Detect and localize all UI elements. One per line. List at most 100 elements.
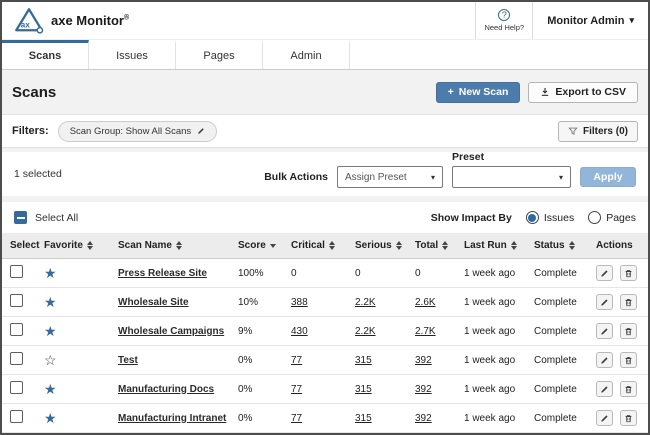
scan-name-link[interactable]: Wholesale Site — [118, 296, 189, 308]
score-value: 0% — [238, 383, 253, 395]
col-score[interactable]: Score — [238, 240, 291, 251]
tab-admin[interactable]: Admin — [263, 40, 350, 69]
edit-scan-button[interactable] — [596, 294, 613, 310]
favorite-star-icon[interactable]: ★ — [44, 409, 57, 426]
axe-logo-icon: ax — [15, 8, 44, 34]
score-value: 100% — [238, 267, 264, 279]
indeterminate-checkbox-icon — [14, 211, 27, 224]
col-serious[interactable]: Serious — [355, 240, 415, 251]
col-last-run[interactable]: Last Run — [464, 240, 534, 251]
edit-scan-button[interactable] — [596, 323, 613, 339]
need-help-label: Need Help? — [484, 23, 525, 32]
tab-pages[interactable]: Pages — [176, 40, 263, 69]
scan-group-filter-chip[interactable]: Scan Group: Show All Scans — [57, 120, 218, 142]
favorite-star-icon[interactable]: ☆ — [44, 351, 57, 368]
col-status[interactable]: Status — [534, 240, 596, 251]
delete-scan-button[interactable] — [620, 381, 637, 397]
score-value: 9% — [238, 325, 253, 337]
new-scan-button[interactable]: + New Scan — [435, 81, 521, 103]
preset-select[interactable]: ▾ — [452, 166, 571, 188]
total-count[interactable]: 2.6K — [415, 296, 436, 308]
sort-icon — [86, 241, 93, 250]
filters-button[interactable]: Filters (0) — [557, 120, 638, 142]
favorite-star-icon[interactable]: ★ — [44, 293, 57, 310]
registered-trademark: ® — [123, 14, 130, 22]
serious-count[interactable]: 315 — [355, 412, 372, 424]
select-all-checkbox[interactable]: Select All — [14, 211, 78, 224]
main-tabs: Scans Issues Pages Admin — [2, 40, 648, 70]
row-checkbox[interactable] — [10, 294, 23, 307]
user-menu-label: Monitor Admin — [547, 14, 625, 27]
scan-name-link[interactable]: Press Release Site — [118, 267, 207, 279]
filters-label: Filters: — [12, 125, 49, 137]
critical-count[interactable]: 388 — [291, 296, 308, 308]
impact-pages-radio[interactable]: Pages — [588, 211, 636, 224]
download-icon — [542, 88, 549, 96]
last-run-value: 1 week ago — [464, 296, 516, 308]
row-checkbox[interactable] — [10, 352, 23, 365]
pencil-icon — [601, 327, 608, 335]
scan-name-link[interactable]: Manufacturing Docs — [118, 383, 215, 395]
apply-button[interactable]: Apply — [580, 167, 636, 187]
critical-count[interactable]: 77 — [291, 412, 303, 424]
help-icon: ? — [498, 9, 511, 21]
favorite-star-icon[interactable]: ★ — [44, 322, 57, 339]
delete-scan-button[interactable] — [620, 294, 637, 310]
col-favorite[interactable]: Favorite — [44, 240, 118, 251]
last-run-value: 1 week ago — [464, 412, 516, 424]
row-checkbox[interactable] — [10, 381, 23, 394]
tab-issues[interactable]: Issues — [89, 40, 176, 69]
total-count[interactable]: 2.7K — [415, 325, 436, 337]
scan-name-link[interactable]: Test — [118, 354, 138, 366]
serious-count[interactable]: 2.2K — [355, 296, 376, 308]
favorite-star-icon[interactable]: ★ — [44, 380, 57, 397]
critical-count[interactable]: 77 — [291, 354, 303, 366]
sort-icon — [510, 241, 517, 250]
col-scan-name[interactable]: Scan Name — [118, 240, 238, 251]
delete-scan-button[interactable] — [620, 323, 637, 339]
status-value: Complete — [534, 412, 577, 424]
bulk-action-select[interactable]: Assign Preset ▾ — [337, 166, 443, 188]
table-header-row: Select Favorite Scan Name Score Critical… — [2, 233, 648, 259]
impact-issues-radio[interactable]: Issues — [525, 211, 574, 224]
tab-scans[interactable]: Scans — [2, 40, 89, 69]
table-row: ☆ Test 0% 77 315 392 1 week ago Complete — [2, 346, 648, 375]
export-csv-button[interactable]: Export to CSV — [528, 81, 638, 103]
delete-scan-button[interactable] — [620, 265, 637, 281]
delete-scan-button[interactable] — [620, 410, 637, 426]
page-title: Scans — [12, 83, 57, 101]
row-checkbox[interactable] — [10, 410, 23, 423]
serious-count[interactable]: 2.2K — [355, 325, 376, 337]
favorite-star-icon[interactable]: ★ — [44, 264, 57, 281]
scan-name-link[interactable]: Manufacturing Intranet — [118, 412, 227, 424]
row-checkbox[interactable] — [10, 323, 23, 336]
edit-scan-button[interactable] — [596, 410, 613, 426]
need-help-button[interactable]: ? Need Help? — [475, 2, 534, 39]
total-count[interactable]: 392 — [415, 412, 432, 424]
critical-count[interactable]: 77 — [291, 383, 303, 395]
critical-count[interactable]: 430 — [291, 325, 308, 337]
chevron-down-icon: ▾ — [430, 172, 435, 182]
col-critical[interactable]: Critical — [291, 240, 355, 251]
col-total[interactable]: Total — [415, 240, 464, 251]
edit-scan-button[interactable] — [596, 352, 613, 368]
trash-icon — [625, 385, 632, 393]
total-count[interactable]: 392 — [415, 354, 432, 366]
row-checkbox[interactable] — [10, 265, 23, 278]
logo: ax axe Monitor® — [2, 2, 129, 39]
pencil-icon — [601, 356, 608, 364]
serious-count[interactable]: 315 — [355, 383, 372, 395]
edit-scan-button[interactable] — [596, 265, 613, 281]
table-body: ★ Press Release Site 100% 0 0 0 1 week a… — [2, 259, 648, 433]
total-count[interactable]: 392 — [415, 383, 432, 395]
edit-scan-button[interactable] — [596, 381, 613, 397]
trash-icon — [625, 414, 632, 422]
user-menu[interactable]: Monitor Admin ▾ — [533, 2, 648, 39]
pencil-icon — [601, 385, 608, 393]
plus-icon: + — [447, 86, 454, 98]
scan-name-link[interactable]: Wholesale Campaigns — [118, 325, 225, 337]
last-run-value: 1 week ago — [464, 267, 516, 279]
radio-unselected-icon — [588, 211, 602, 224]
serious-count[interactable]: 315 — [355, 354, 372, 366]
delete-scan-button[interactable] — [620, 352, 637, 368]
